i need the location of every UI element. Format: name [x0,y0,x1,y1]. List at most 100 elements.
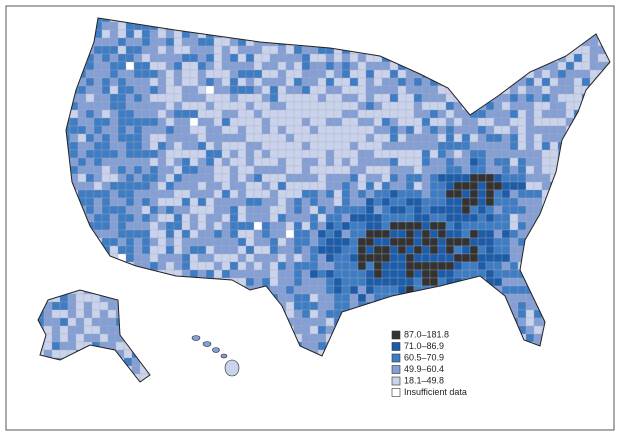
county [245,85,255,95]
county [157,245,167,255]
county [261,197,271,207]
county [389,237,399,247]
county [93,125,103,135]
county [485,117,495,127]
county [349,229,359,239]
county [533,317,543,327]
county [533,133,543,143]
county [325,109,335,119]
county [397,205,407,215]
county [133,61,143,71]
county [189,101,199,111]
county [349,93,359,103]
county [277,253,287,263]
county [253,61,263,71]
county [421,157,431,167]
county [437,157,447,167]
county [453,109,463,119]
county [517,189,527,199]
county [413,221,423,231]
county [109,205,119,215]
county [405,109,415,119]
county [189,53,199,63]
county [157,29,167,39]
county [141,29,151,39]
county [381,197,391,207]
county [149,261,159,271]
county [285,221,295,231]
county [445,109,455,119]
county [357,221,367,231]
county [373,213,383,223]
county [221,141,231,151]
county [67,309,77,319]
county [197,141,207,151]
county [165,197,175,207]
county [413,237,423,247]
county [173,117,183,127]
county [477,245,487,255]
county [461,125,471,135]
county [181,53,191,63]
county [293,237,303,247]
county [229,157,239,167]
county [245,61,255,71]
county [365,253,375,263]
county [221,53,231,63]
county [115,341,125,351]
county [165,85,175,95]
county [429,261,439,271]
county [85,101,95,111]
county [253,149,263,159]
county [43,341,53,351]
county [357,229,367,239]
county [285,173,295,183]
county [181,125,191,135]
county [525,141,535,151]
county [205,229,215,239]
county [77,157,87,167]
county [93,213,103,223]
county [557,93,567,103]
county [349,149,359,159]
county [373,237,383,247]
county [285,45,295,55]
county [317,213,327,223]
county [165,229,175,239]
county [357,61,367,71]
county [125,69,135,79]
county [461,173,471,183]
county [349,205,359,215]
county [341,285,351,295]
county [541,101,551,111]
county [389,93,399,103]
county [165,221,175,231]
county [237,213,247,223]
county [277,165,287,175]
county [333,165,343,175]
county [117,229,127,239]
county [269,157,279,167]
county [357,293,367,303]
county [333,269,343,279]
county [221,229,231,239]
county [237,125,247,135]
county [333,301,343,311]
county [509,165,519,175]
county [285,157,295,167]
county [85,165,95,175]
county [261,93,271,103]
county [461,165,471,175]
county [93,221,103,231]
county [533,173,543,183]
county [109,21,119,31]
county [493,253,503,263]
county [525,325,535,335]
county [565,61,575,71]
county [101,133,111,143]
county [429,101,439,111]
county [341,245,351,255]
county [237,197,247,207]
county [261,221,271,231]
county [461,261,471,271]
